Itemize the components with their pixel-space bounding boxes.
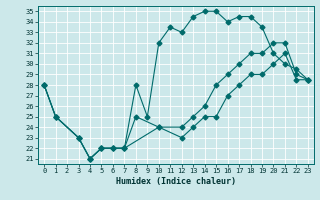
X-axis label: Humidex (Indice chaleur): Humidex (Indice chaleur) [116, 177, 236, 186]
